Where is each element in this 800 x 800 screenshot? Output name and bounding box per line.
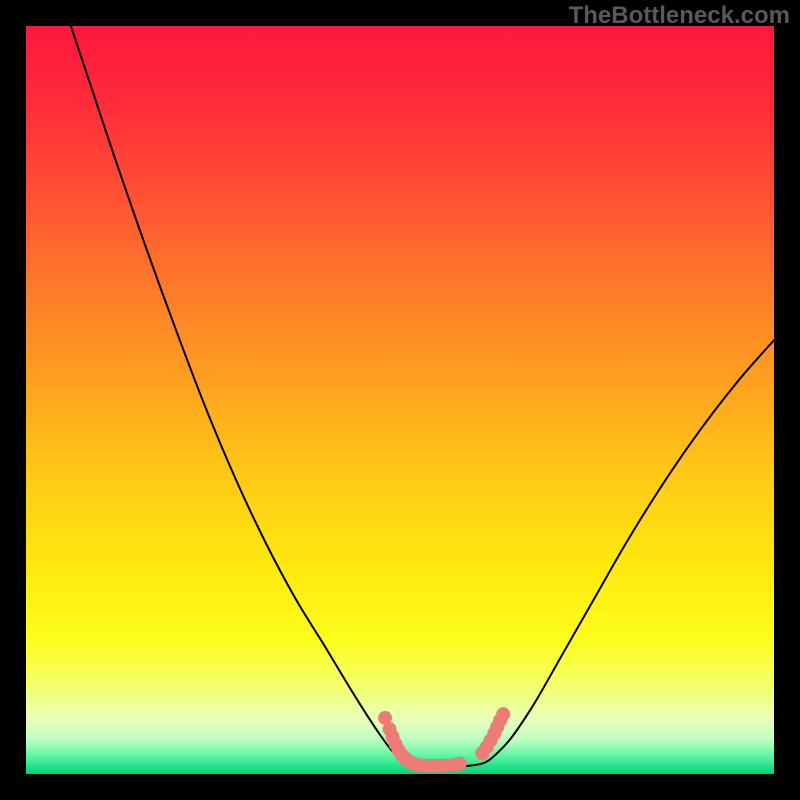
data-point: [453, 757, 467, 771]
chart-frame: TheBottleneck.com: [0, 0, 800, 800]
data-point: [496, 707, 510, 721]
gradient-background: [26, 26, 774, 774]
chart-svg: [26, 26, 774, 774]
plot-area: [26, 26, 774, 774]
